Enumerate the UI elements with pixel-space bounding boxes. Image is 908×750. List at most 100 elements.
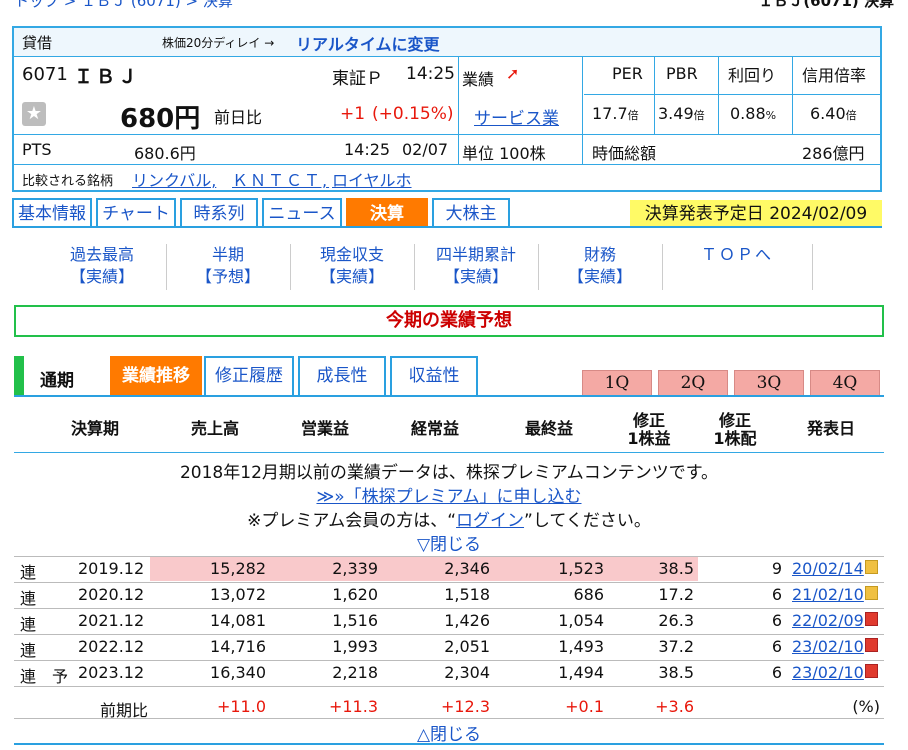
row-eps: 17.2 [658,585,694,604]
row-announce-date-link[interactable]: 23/02/10 [792,637,878,656]
tab-timeseries[interactable]: 時系列 [180,198,258,228]
per-value: 17.7倍 [592,104,639,123]
row-dividend: 6 [771,585,782,604]
pts-label: PTS [22,140,52,159]
margin-ratio-label: 信用倍率 [802,66,867,85]
row-eps: 38.5 [658,559,694,578]
header-sales: 売上高 [190,419,239,438]
yoy-ordinary-profit: +12.3 [440,697,490,716]
price-change-pct: (+0.15%) [372,104,454,124]
row-kind: 連 [20,563,37,582]
sub-link-cash-flow[interactable]: 現金収支 【実績】 [319,245,384,286]
row-net-profit: 1,523 [558,559,604,578]
section-title: 今期の業績予想 [14,305,884,337]
pdf-report-icon[interactable] [864,664,878,678]
quarter-button-2q[interactable]: 2Q [658,370,728,396]
tab-news[interactable]: ニュース [262,198,342,228]
tab-profitability[interactable]: 収益性 [390,356,478,396]
row-net-profit: 1,054 [558,611,604,630]
compare-link-2[interactable]: ＫＮＴＣＴ, [232,171,330,190]
row-announce-date-link[interactable]: 20/02/14 [792,559,878,578]
earnings-announcement-date: 決算発表予定日 2024/02/09 [630,200,882,228]
pts-row: PTS 680.6円 14:25 02/07 単位 100株 [14,134,880,164]
close-toggle[interactable]: ▽閉じる [416,535,482,555]
favorite-star-icon[interactable]: ★ [22,102,46,126]
trading-unit: 単位 100株 [462,144,546,163]
sub-link-top[interactable]: ＴＯＰへ [700,245,773,264]
tab-major-shareholders[interactable]: 大株主 [432,198,510,228]
price-change: +1 [340,104,366,124]
compare-label: 比較される銘柄 [22,174,114,189]
realtime-link[interactable]: リアルタイムに変更 [296,35,440,54]
header-operating-profit: 営業益 [300,419,349,438]
sub-link-half-year[interactable]: 半期 【予想】 [195,245,260,286]
row-eps: 37.2 [658,637,694,656]
tab-chart[interactable]: チャート [96,198,176,228]
pdf-report-icon[interactable] [864,586,878,600]
row-sales: 14,081 [210,611,266,630]
row-net-profit: 686 [573,585,604,604]
row-period: 2019.12 [78,559,145,578]
quarter-button-4q[interactable]: 4Q [810,370,880,396]
sub-link-quarterly-cumulative[interactable]: 四半期累計 【実績】 [435,245,516,286]
period-label: 通期 [40,371,74,391]
yoy-operating-profit: +11.3 [328,697,378,716]
pts-time: 14:25 [344,140,391,159]
tab-performance-trend[interactable]: 業績推移 [110,356,202,396]
breadcrumb[interactable]: トップ > ＩＢＪ (6071) > 決算 [14,0,233,10]
tab-growth[interactable]: 成長性 [298,356,386,396]
row-period: 2023.12 [78,663,145,682]
delay-note: 株価20分ディレイ → [162,36,275,50]
row-ordinary-profit: 2,051 [444,637,490,656]
industry-link[interactable]: サービス業 [474,109,559,129]
row-operating-profit: 2,339 [332,559,378,578]
row-period: 2022.12 [78,637,145,656]
row-operating-profit: 1,993 [332,637,378,656]
sub-link-record-high[interactable]: 過去最高 【実績】 [69,245,134,286]
header-period: 決算期 [70,419,119,438]
row-announce-date-link[interactable]: 23/02/10 [792,663,878,682]
stock-name: ＩＢＪ [74,66,141,88]
compare-link-3[interactable]: ロイヤルホ [332,171,412,190]
close-toggle-bottom[interactable]: △閉じる [416,725,482,745]
per-label: PER [612,64,643,83]
row-net-profit: 1,493 [558,637,604,656]
header-announce-date: 発表日 [806,419,855,438]
row-sales: 14,716 [210,637,266,656]
performance-label: 業績 [462,70,495,89]
row-ordinary-profit: 1,518 [444,585,490,604]
pbr-label: PBR [666,64,698,83]
login-link[interactable]: ログイン [456,511,525,531]
tab-revision-history[interactable]: 修正履歴 [204,356,294,396]
row-forecast-mark: 予 [52,667,69,686]
tab-basic-info[interactable]: 基本情報 [12,198,92,228]
price-time: 14:25 [406,64,455,84]
performance-arrow-icon: ➚ [506,64,520,83]
yield-value: 0.88% [730,104,777,123]
row-sales: 16,340 [210,663,266,682]
row-ordinary-profit: 1,426 [444,611,490,630]
row-dividend: 6 [771,611,782,630]
market-label: 東証Ｐ [332,69,383,89]
quarter-button-1q[interactable]: 1Q [582,370,652,396]
yoy-unit: (%) [852,697,880,716]
yoy-label: 前期比 [100,701,149,720]
pdf-report-icon[interactable] [864,612,878,626]
pts-price: 680.6円 [134,144,196,163]
row-eps: 38.5 [658,663,694,682]
row-announce-date-link[interactable]: 22/02/09 [792,611,878,630]
quarter-button-3q[interactable]: 3Q [734,370,804,396]
row-announce-date-link[interactable]: 21/02/10 [792,585,878,604]
header-ordinary-profit: 経常益 [410,419,459,438]
header-eps: 修正 1株益 [627,411,671,448]
compare-link-1[interactable]: リンクバル, [132,171,217,190]
premium-signup-link[interactable]: ≫»「株探プレミアム」に申し込む [316,487,582,507]
tab-earnings[interactable]: 決算 [346,198,428,228]
stock-info-panel: 貸借 株価20分ディレイ → リアルタイムに変更 6071 ＩＢＪ 東証Ｐ 14… [12,26,882,192]
row-eps: 26.3 [658,611,694,630]
pdf-report-icon[interactable] [864,560,878,574]
pdf-report-icon[interactable] [864,638,878,652]
sub-link-financials[interactable]: 財務 【実績】 [567,245,632,286]
record-high-highlight [150,557,698,581]
row-period: 2020.12 [78,585,145,604]
